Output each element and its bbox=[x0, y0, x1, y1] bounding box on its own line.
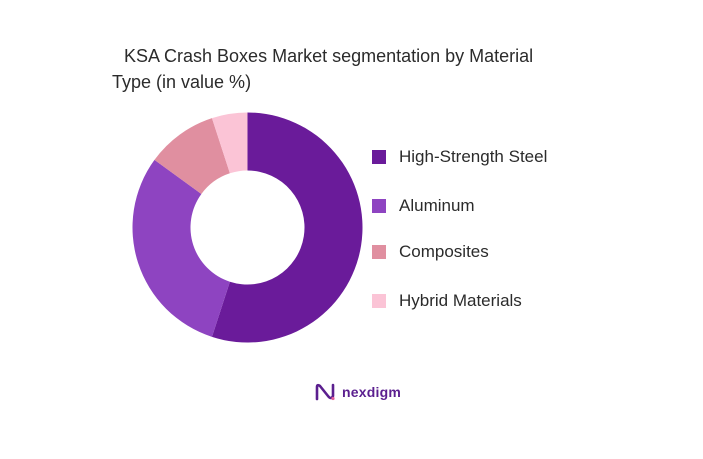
chart-title: KSA Crash Boxes Market segmentation by M… bbox=[112, 43, 582, 95]
legend-label-high-strength-steel: High-Strength Steel bbox=[399, 147, 548, 166]
donut-chart bbox=[132, 112, 363, 343]
donut-slice-hybrid-materials bbox=[211, 112, 248, 174]
legend-item-composites: Composites bbox=[372, 242, 489, 262]
legend-item-hybrid-materials: Hybrid Materials bbox=[372, 291, 522, 311]
donut-slice-composites bbox=[154, 118, 230, 194]
chart-title-line-1: KSA Crash Boxes Market segmentation by M… bbox=[124, 46, 534, 66]
donut-slice-high-strength-steel bbox=[211, 112, 363, 343]
nexdigm-logo: nexdigm bbox=[315, 382, 401, 402]
donut-slice-aluminum bbox=[132, 159, 230, 337]
legend-item-high-strength-steel: High-Strength Steel bbox=[372, 147, 547, 167]
legend-swatch-high-strength-steel bbox=[372, 150, 386, 164]
legend-label-composites: Composites bbox=[399, 242, 489, 261]
legend-label-hybrid-materials: Hybrid Materials bbox=[399, 291, 522, 310]
legend-label-aluminum: Aluminum bbox=[399, 196, 475, 215]
legend-swatch-composites bbox=[372, 245, 386, 259]
nexdigm-logo-text: nexdigm bbox=[342, 384, 401, 400]
nexdigm-logo-icon bbox=[315, 383, 335, 401]
legend-swatch-aluminum bbox=[372, 199, 386, 213]
chart-title-line-2: Type (in value %) bbox=[112, 72, 252, 92]
legend-swatch-hybrid-materials bbox=[372, 294, 386, 308]
legend-item-aluminum: Aluminum bbox=[372, 196, 475, 216]
